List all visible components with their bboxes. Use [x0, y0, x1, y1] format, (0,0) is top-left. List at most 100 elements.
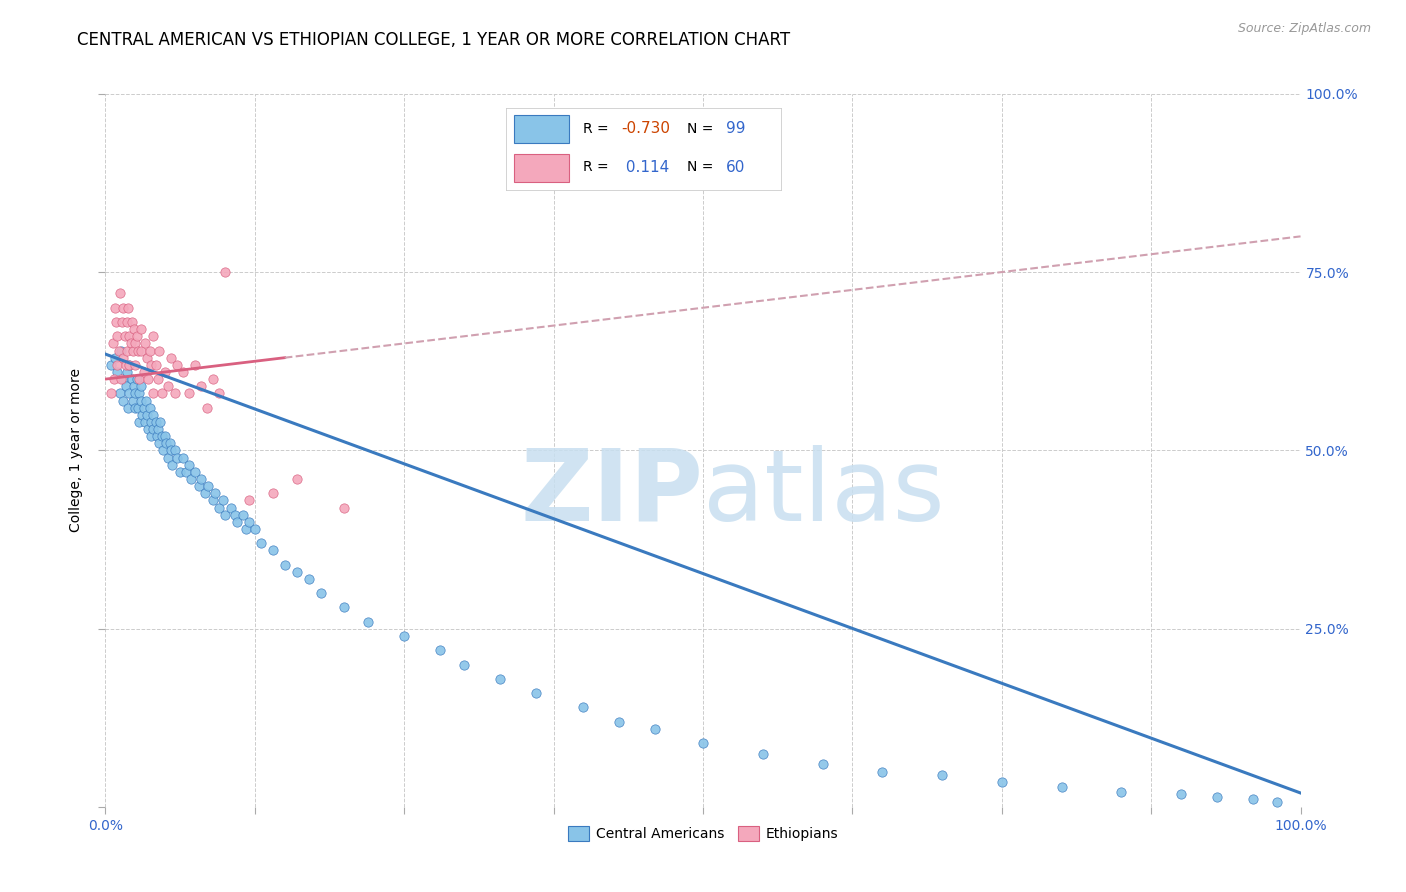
Point — [124, 386, 146, 401]
Point — [190, 472, 212, 486]
Point — [125, 372, 148, 386]
Point — [124, 401, 146, 415]
Point — [208, 386, 231, 401]
Point — [110, 343, 132, 358]
Y-axis label: College, 1 year or more: College, 1 year or more — [69, 368, 83, 533]
Point — [124, 336, 146, 351]
Point — [177, 386, 201, 401]
Point — [184, 465, 207, 479]
Point — [225, 515, 249, 529]
Point — [118, 358, 141, 372]
Point — [202, 493, 225, 508]
Point — [262, 543, 284, 558]
Point — [195, 401, 218, 415]
Point — [139, 358, 162, 372]
Point — [114, 379, 136, 393]
Point — [101, 336, 124, 351]
Point — [110, 372, 132, 386]
Point — [129, 379, 153, 393]
Legend: Central Americans, Ethiopians: Central Americans, Ethiopians — [562, 821, 844, 847]
Point — [100, 386, 122, 401]
Point — [489, 672, 512, 686]
Point — [204, 486, 226, 500]
Point — [127, 401, 149, 415]
Point — [1050, 780, 1073, 795]
Point — [121, 372, 143, 386]
Point — [131, 408, 153, 422]
Point — [235, 522, 257, 536]
Point — [142, 422, 165, 436]
Point — [172, 450, 194, 465]
Point — [751, 747, 773, 761]
Point — [122, 322, 145, 336]
Point — [285, 565, 308, 579]
Point — [115, 343, 138, 358]
Point — [142, 386, 165, 401]
Point — [211, 493, 233, 508]
Point — [160, 351, 183, 365]
Point — [162, 458, 184, 472]
Point — [524, 686, 547, 700]
Point — [166, 358, 188, 372]
Point — [117, 301, 139, 315]
Point — [125, 329, 148, 343]
Point — [103, 372, 125, 386]
Point — [238, 493, 260, 508]
Point — [298, 572, 321, 586]
Point — [121, 315, 143, 329]
Point — [115, 315, 138, 329]
Point — [138, 343, 160, 358]
Point — [142, 329, 165, 343]
Point — [135, 393, 157, 408]
Point — [104, 351, 127, 365]
Point — [163, 443, 186, 458]
Point — [118, 358, 141, 372]
Point — [150, 386, 173, 401]
Point — [136, 408, 159, 422]
Point — [1241, 791, 1264, 805]
Point — [692, 736, 714, 750]
Point — [160, 443, 183, 458]
Point — [127, 343, 149, 358]
Point — [429, 643, 451, 657]
Point — [146, 429, 169, 443]
Point — [333, 500, 356, 515]
Text: Source: ZipAtlas.com: Source: ZipAtlas.com — [1237, 22, 1371, 36]
Point — [145, 358, 167, 372]
Point — [1206, 789, 1229, 804]
Point — [872, 764, 894, 779]
Point — [1170, 788, 1192, 802]
Point — [187, 479, 209, 493]
Point — [122, 379, 145, 393]
Point — [184, 358, 207, 372]
Point — [118, 329, 141, 343]
Point — [990, 775, 1012, 789]
Text: CENTRAL AMERICAN VS ETHIOPIAN COLLEGE, 1 YEAR OR MORE CORRELATION CHART: CENTRAL AMERICAN VS ETHIOPIAN COLLEGE, 1… — [77, 31, 790, 49]
Point — [333, 600, 356, 615]
Point — [138, 422, 160, 436]
Point — [108, 386, 131, 401]
Point — [202, 372, 225, 386]
Point — [100, 358, 122, 372]
Point — [112, 351, 135, 365]
Point — [107, 329, 129, 343]
Point — [114, 329, 136, 343]
Point — [214, 265, 236, 279]
Point — [243, 522, 266, 536]
Point — [134, 415, 156, 429]
Point — [155, 436, 177, 450]
Point — [107, 358, 129, 372]
Point — [139, 429, 162, 443]
Point — [357, 615, 380, 629]
Point — [132, 401, 155, 415]
Point — [122, 343, 145, 358]
Point — [118, 386, 141, 401]
Point — [1265, 795, 1288, 809]
Point — [136, 351, 159, 365]
Point — [108, 286, 131, 301]
Point — [107, 343, 129, 358]
Point — [112, 301, 135, 315]
Point — [214, 508, 236, 522]
Point — [107, 365, 129, 379]
Point — [139, 415, 162, 429]
